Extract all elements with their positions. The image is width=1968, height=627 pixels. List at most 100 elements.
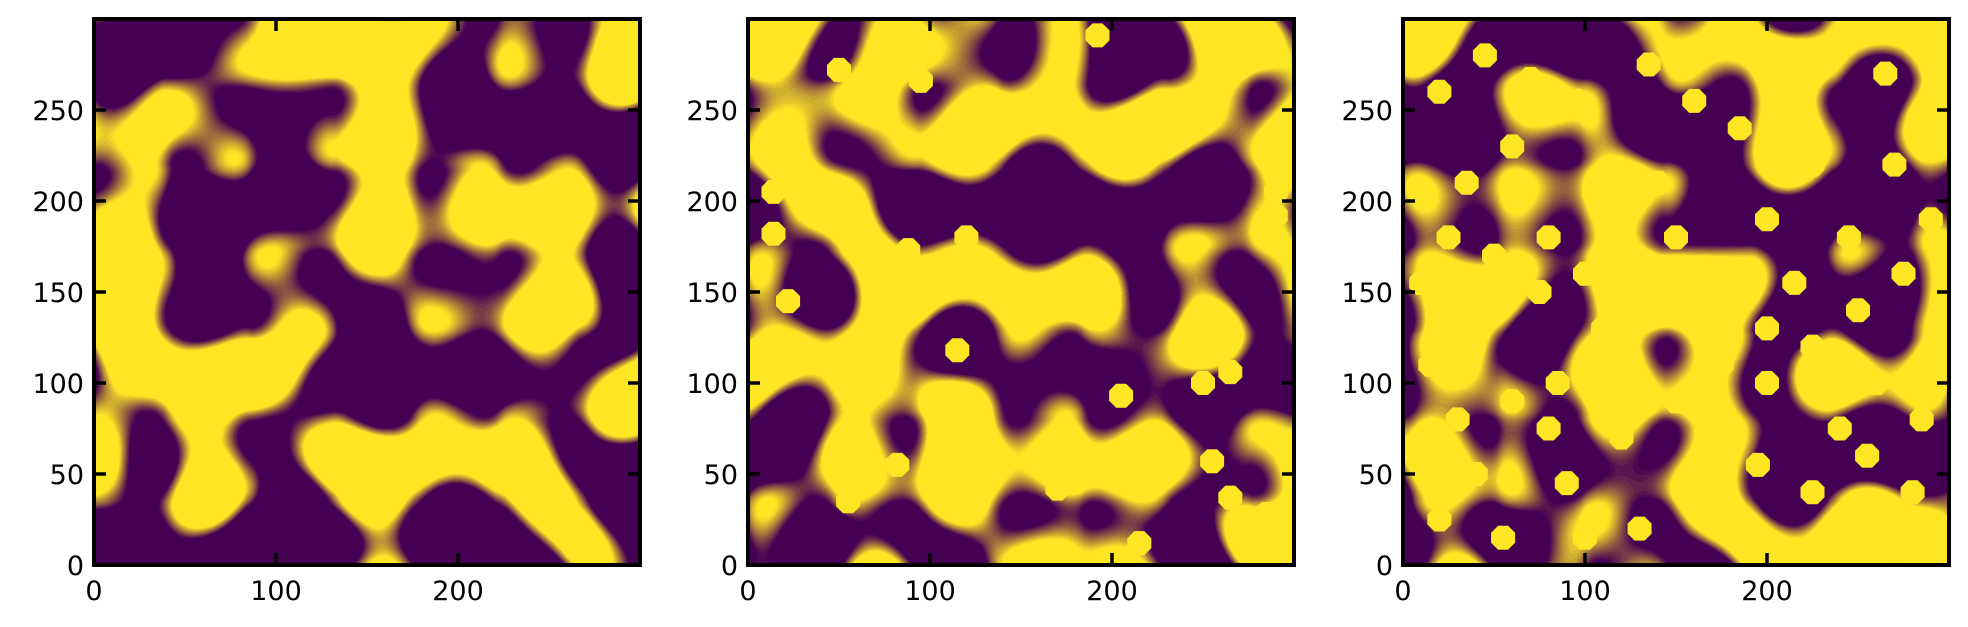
panel-3-circle-54 [1864,371,1889,395]
panel-3-circle-59 [1573,525,1597,550]
panel-3-circle-51 [1855,443,1880,468]
panel-3-circle-21 [1463,462,1488,486]
panel-1-ytick-label-0: 0 [67,551,84,582]
panel-1-ytick-label-250: 250 [32,96,84,127]
panel-3-ytick-label-250: 250 [1341,96,1393,127]
panel-2-circle-13 [1191,371,1215,395]
panel-3-circle-39 [1682,88,1707,113]
panel-2-circle-14 [1109,383,1134,408]
panel-3-circle-4 [1500,134,1525,159]
panel-3: 0 50 100 150 200 250 0 100 200 [1341,17,1951,607]
panel-2-circle-8 [999,287,1024,312]
panel-2-tick-labels: 0 50 100 150 200 250 0 100 200 [686,96,1137,607]
panel-1-ticks [92,19,640,567]
panel-1-image [94,19,640,565]
panel-3-circle-8 [1482,243,1506,268]
panel-3-circle-58 [1627,516,1652,541]
panel-3-ytick-label-150: 150 [1341,278,1393,309]
panel-3-circle-29 [1800,334,1825,359]
panel-3-circle-10 [1573,261,1597,286]
panel-2-circle-22 [1254,502,1279,527]
panel-3-circle-37 [1773,79,1798,104]
panel-2-circle-4 [761,221,786,246]
panel-3-circle-23 [1491,525,1516,550]
panel-3-circle-61 [1591,316,1616,341]
panel-3-circle-31 [1891,261,1916,286]
panel-3-circle-47 [1582,179,1607,204]
panel-2-circle-12 [1218,360,1243,385]
panel-3-circle-0 [1472,43,1497,68]
panel-2-circle-20 [1200,449,1225,474]
panel-1-xtick-label-200: 200 [432,576,484,607]
panel-2-circle-19 [1045,476,1070,501]
panel-2-circle-1 [908,68,933,93]
panel-3-xtick-label-200: 200 [1741,576,1793,607]
panel-2-xtick-label-100: 100 [904,576,956,607]
panel-3-circle-26 [1664,389,1688,414]
panel-2-circle-6 [896,238,921,263]
panel-1-xtick-label-100: 100 [250,576,302,607]
panel-2-ytick-label-250: 250 [686,96,738,127]
panel-3-ticks [1401,19,1949,567]
panel-3-circle-15 [1682,307,1707,332]
panel-3-tick-labels: 0 50 100 150 200 250 0 100 200 [1341,96,1792,607]
panel-3-circle-36 [1818,43,1843,68]
panel-3-circle-32 [1918,207,1943,232]
panel-1-xtick-label-0: 0 [85,576,102,607]
panel-3-circle-35 [1873,61,1898,86]
panel-3-circle-30 [1846,298,1870,323]
panel-1-tick-labels: 0 50 100 150 200 250 0 100 200 [32,96,483,607]
panel-3-ytick-label-0: 0 [1376,551,1393,582]
panel-2-ytick-label-150: 150 [686,278,738,309]
panel-3-circle-38 [1727,116,1752,141]
panel-3-circles [1409,43,1943,559]
panel-2-circle-18 [836,489,861,514]
panel-3-ytick-label-100: 100 [1341,369,1393,400]
panel-3-circle-14 [1627,298,1652,323]
panel-3-xtick-label-0: 0 [1394,576,1411,607]
panel-3-circle-28 [1755,371,1779,395]
panel-2-circle-7 [954,225,979,250]
panel-2-circle-15 [1263,179,1288,204]
panel-3-circle-24 [1554,471,1579,496]
panel-3-circle-63 [1700,416,1725,441]
panel-2: 0 50 100 150 200 250 0 100 200 [686,17,1296,607]
panel-3-circle-16 [1591,352,1616,377]
panel-2-ytick-label-200: 200 [686,187,738,218]
panel-3-circle-44 [1782,270,1807,295]
panel-2-ytick-label-100: 100 [686,369,738,400]
panel-3-ytick-label-50: 50 [1359,460,1393,491]
panel-3-circle-52 [1900,480,1925,505]
panel-3-circle-48 [1691,489,1716,514]
panel-3-circle-3 [1427,79,1452,104]
panel-2-ticks [746,19,1294,567]
panel-2-circle-3 [761,179,786,204]
panel-3-circle-33 [1882,152,1907,177]
panel-2-circle-16 [1263,203,1288,228]
panel-3-circle-41 [1800,152,1825,177]
panel-3-circle-13 [1664,225,1688,250]
panel-3-circle-60 [1536,416,1561,441]
panel-3-circle-55 [1827,416,1852,441]
panel-2-circle-23 [1127,531,1152,556]
panel-3-circle-22 [1427,507,1452,532]
panel-3-ytick-label-200: 200 [1341,187,1393,218]
panel-3-image [1403,19,1949,565]
panel-2-circle-11 [863,349,888,374]
panel-3-circle-20 [1418,352,1443,377]
panel-2-xtick-label-200: 200 [1086,576,1138,607]
panel-3-circle-25 [1609,425,1634,450]
panel-3-circle-53 [1909,407,1934,432]
panel-1-ytick-label-50: 50 [50,460,84,491]
panel-3-circle-46 [1645,170,1670,195]
panel-2-xtick-label-0: 0 [739,576,756,607]
panel-3-circle-5 [1454,170,1479,195]
panel-3-circle-40 [1636,52,1661,77]
panel-3-circle-9 [1536,225,1561,250]
panel-3-circle-49 [1745,452,1770,477]
panel-3-circle-43 [1836,225,1861,250]
panel-1: 0 50 100 150 200 250 0 100 200 [32,17,642,607]
panel-3-circle-7 [1409,270,1434,295]
panel-3-circle-18 [1500,389,1525,414]
